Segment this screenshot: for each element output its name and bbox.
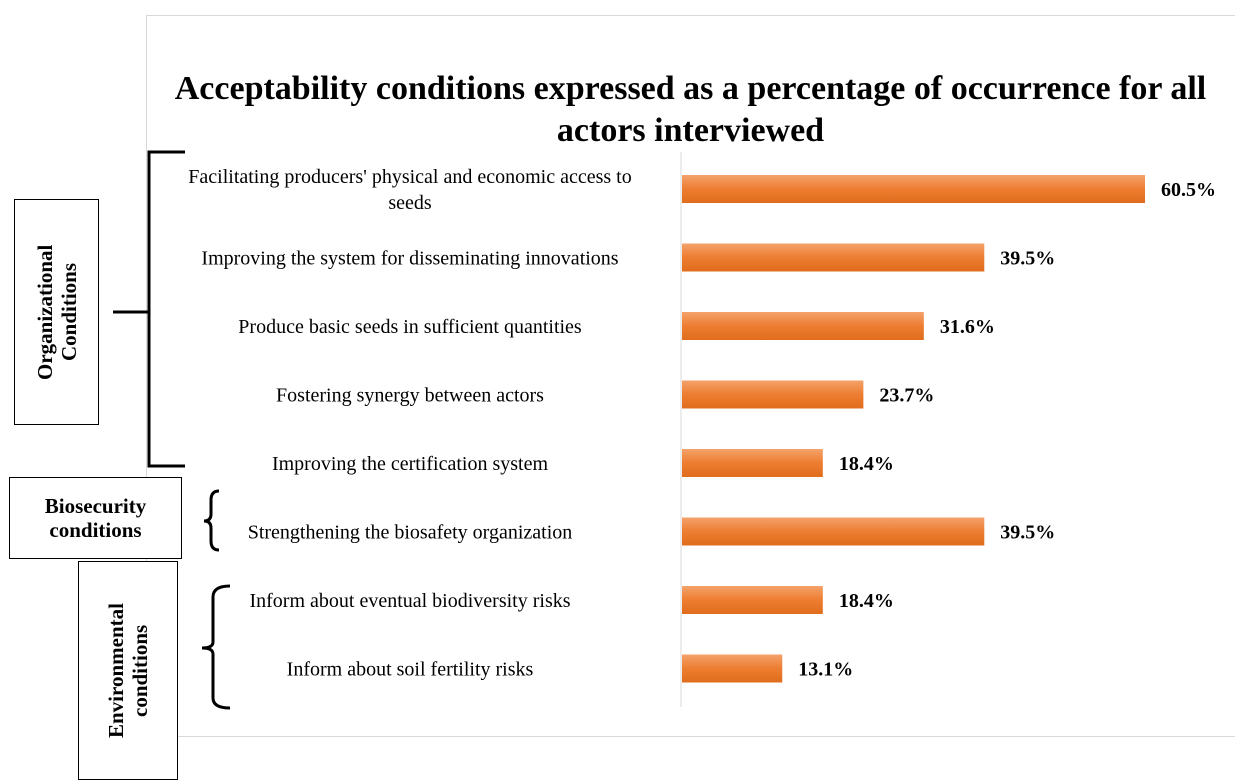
bar bbox=[682, 586, 823, 614]
category-label: Fostering synergy between actors bbox=[276, 385, 544, 407]
category-label: Produce basic seeds in sufficient quanti… bbox=[238, 316, 582, 338]
data-label: 39.5% bbox=[1000, 522, 1055, 544]
data-label: 23.7% bbox=[879, 385, 934, 407]
bar bbox=[682, 517, 985, 546]
category-label: Inform about soil fertility risks bbox=[287, 659, 534, 681]
data-label: 13.1% bbox=[798, 659, 853, 681]
bar bbox=[682, 243, 985, 272]
organizational-conditions-text: Organizational Conditions bbox=[32, 244, 81, 380]
category-label: Strengthening the biosafety organization bbox=[248, 522, 573, 544]
bar bbox=[682, 654, 783, 683]
biosecurity-conditions-text: Biosecurity conditions bbox=[44, 494, 147, 542]
bar bbox=[682, 449, 823, 477]
organizational-bracket bbox=[113, 150, 185, 468]
chart-frame bbox=[146, 15, 1235, 737]
environmental-conditions-text: Environmental conditions bbox=[104, 603, 152, 738]
environmental-conditions-label: Environmental conditions bbox=[78, 561, 178, 780]
category-label: Improving the system for disseminating i… bbox=[201, 248, 618, 270]
data-label: 18.4% bbox=[839, 453, 894, 475]
category-label: Inform about eventual biodiversity risks bbox=[249, 590, 570, 612]
bar bbox=[682, 312, 924, 340]
biosecurity-bracket bbox=[203, 489, 220, 552]
category-label: Improving the certification system bbox=[272, 453, 548, 475]
data-label: 31.6% bbox=[940, 316, 995, 338]
data-label: 39.5% bbox=[1000, 248, 1055, 270]
category-label: Facilitating producers' physical and eco… bbox=[188, 166, 631, 214]
data-label: 60.5% bbox=[1161, 179, 1216, 201]
biosecurity-conditions-label: Biosecurity conditions bbox=[9, 477, 182, 559]
data-label: 18.4% bbox=[839, 590, 894, 612]
organizational-conditions-label: Organizational Conditions bbox=[14, 199, 99, 425]
environmental-bracket bbox=[201, 584, 231, 710]
bar bbox=[682, 175, 1145, 203]
chart-title: Acceptability conditions expressed as a … bbox=[174, 70, 1207, 149]
bar bbox=[682, 380, 864, 409]
